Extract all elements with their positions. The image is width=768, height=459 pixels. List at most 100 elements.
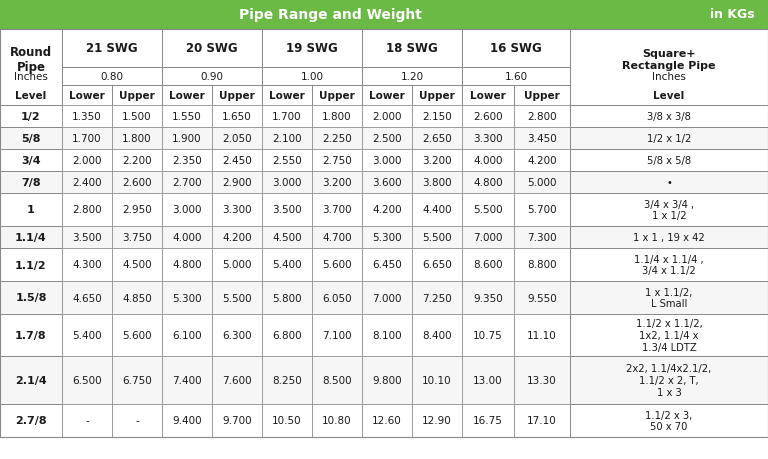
Text: 3.000: 3.000 — [172, 205, 202, 215]
Text: 21 SWG: 21 SWG — [86, 42, 137, 56]
Text: 5.600: 5.600 — [122, 330, 152, 340]
Text: 3.500: 3.500 — [272, 205, 302, 215]
Bar — [312, 226, 362, 248]
Text: 7.600: 7.600 — [222, 375, 252, 385]
Bar — [570, 226, 768, 248]
Text: 5.400: 5.400 — [272, 260, 302, 270]
Text: 8.600: 8.600 — [473, 260, 503, 270]
Text: 4.400: 4.400 — [422, 205, 452, 215]
Bar — [62, 281, 112, 314]
Text: 2.550: 2.550 — [272, 156, 302, 166]
Text: 10.80: 10.80 — [323, 415, 352, 425]
Bar — [62, 128, 112, 150]
Text: 3.750: 3.750 — [122, 233, 152, 242]
Text: 4.300: 4.300 — [72, 260, 102, 270]
Text: 5.300: 5.300 — [372, 233, 402, 242]
Bar — [262, 404, 312, 437]
Text: 1: 1 — [27, 205, 35, 215]
Bar — [112, 314, 162, 356]
Bar — [362, 248, 412, 281]
Bar — [0, 150, 768, 172]
Bar — [262, 194, 312, 226]
Bar — [514, 86, 570, 106]
Bar — [362, 194, 412, 226]
Text: 4.500: 4.500 — [122, 260, 152, 270]
Text: 6.800: 6.800 — [272, 330, 302, 340]
Text: 5.000: 5.000 — [528, 178, 557, 188]
Text: 4.200: 4.200 — [372, 205, 402, 215]
Text: 5.400: 5.400 — [72, 330, 102, 340]
Text: 7.250: 7.250 — [422, 293, 452, 303]
Text: 1.1/4 x 1.1/4 ,
3/4 x 1.1/2: 1.1/4 x 1.1/4 , 3/4 x 1.1/2 — [634, 254, 703, 276]
Bar — [212, 106, 262, 128]
Bar — [112, 281, 162, 314]
Bar — [514, 128, 570, 150]
Bar — [412, 86, 462, 106]
Text: Lower: Lower — [470, 91, 506, 101]
Bar — [462, 226, 514, 248]
Bar — [312, 106, 362, 128]
Bar — [112, 194, 162, 226]
Text: 2.800: 2.800 — [527, 112, 557, 122]
Bar — [0, 128, 768, 150]
Text: 2.7/8: 2.7/8 — [15, 415, 47, 425]
Text: 2.000: 2.000 — [372, 112, 402, 122]
Text: 2.050: 2.050 — [222, 134, 252, 144]
Text: 1.7/8: 1.7/8 — [15, 330, 47, 340]
Bar — [0, 106, 768, 128]
Bar — [570, 248, 768, 281]
Text: 1.1/4: 1.1/4 — [15, 233, 47, 242]
Bar — [212, 226, 262, 248]
Bar — [412, 172, 462, 194]
Bar — [462, 281, 514, 314]
Text: -: - — [135, 415, 139, 425]
Text: 6.050: 6.050 — [323, 293, 352, 303]
Bar — [362, 172, 412, 194]
Text: 8.500: 8.500 — [323, 375, 352, 385]
Bar — [462, 356, 514, 404]
Bar — [462, 194, 514, 226]
Bar — [262, 281, 312, 314]
Text: 16.75: 16.75 — [473, 415, 503, 425]
Bar — [62, 226, 112, 248]
Bar — [362, 404, 412, 437]
Bar — [0, 30, 62, 106]
Bar — [514, 356, 570, 404]
Text: 6.100: 6.100 — [172, 330, 202, 340]
Text: 8.400: 8.400 — [422, 330, 452, 340]
Text: 0.80: 0.80 — [101, 72, 124, 82]
Bar — [462, 30, 570, 68]
Text: 1.650: 1.650 — [222, 112, 252, 122]
Bar — [0, 404, 768, 437]
Bar — [362, 30, 462, 68]
Text: 9.350: 9.350 — [473, 293, 503, 303]
Text: 3.000: 3.000 — [372, 156, 402, 166]
Text: 4.800: 4.800 — [473, 178, 503, 188]
Bar — [312, 248, 362, 281]
Bar — [312, 150, 362, 172]
Text: 2.350: 2.350 — [172, 156, 202, 166]
Bar — [362, 281, 412, 314]
Text: 3.800: 3.800 — [422, 178, 452, 188]
Text: 2.450: 2.450 — [222, 156, 252, 166]
Text: 3.300: 3.300 — [222, 205, 252, 215]
Bar — [112, 356, 162, 404]
Bar — [162, 68, 262, 86]
Bar — [112, 172, 162, 194]
Text: Upper: Upper — [119, 91, 155, 101]
Text: 8.250: 8.250 — [272, 375, 302, 385]
Text: 9.700: 9.700 — [222, 415, 252, 425]
Bar — [112, 404, 162, 437]
Bar — [412, 106, 462, 128]
Bar — [514, 226, 570, 248]
Text: Lower: Lower — [369, 91, 405, 101]
Bar — [570, 150, 768, 172]
Text: 3.450: 3.450 — [527, 134, 557, 144]
Text: 4.650: 4.650 — [72, 293, 102, 303]
Text: 5.600: 5.600 — [323, 260, 352, 270]
Bar — [514, 404, 570, 437]
Text: 5.500: 5.500 — [222, 293, 252, 303]
Bar — [0, 356, 62, 404]
Text: 1.500: 1.500 — [122, 112, 152, 122]
Bar — [212, 314, 262, 356]
